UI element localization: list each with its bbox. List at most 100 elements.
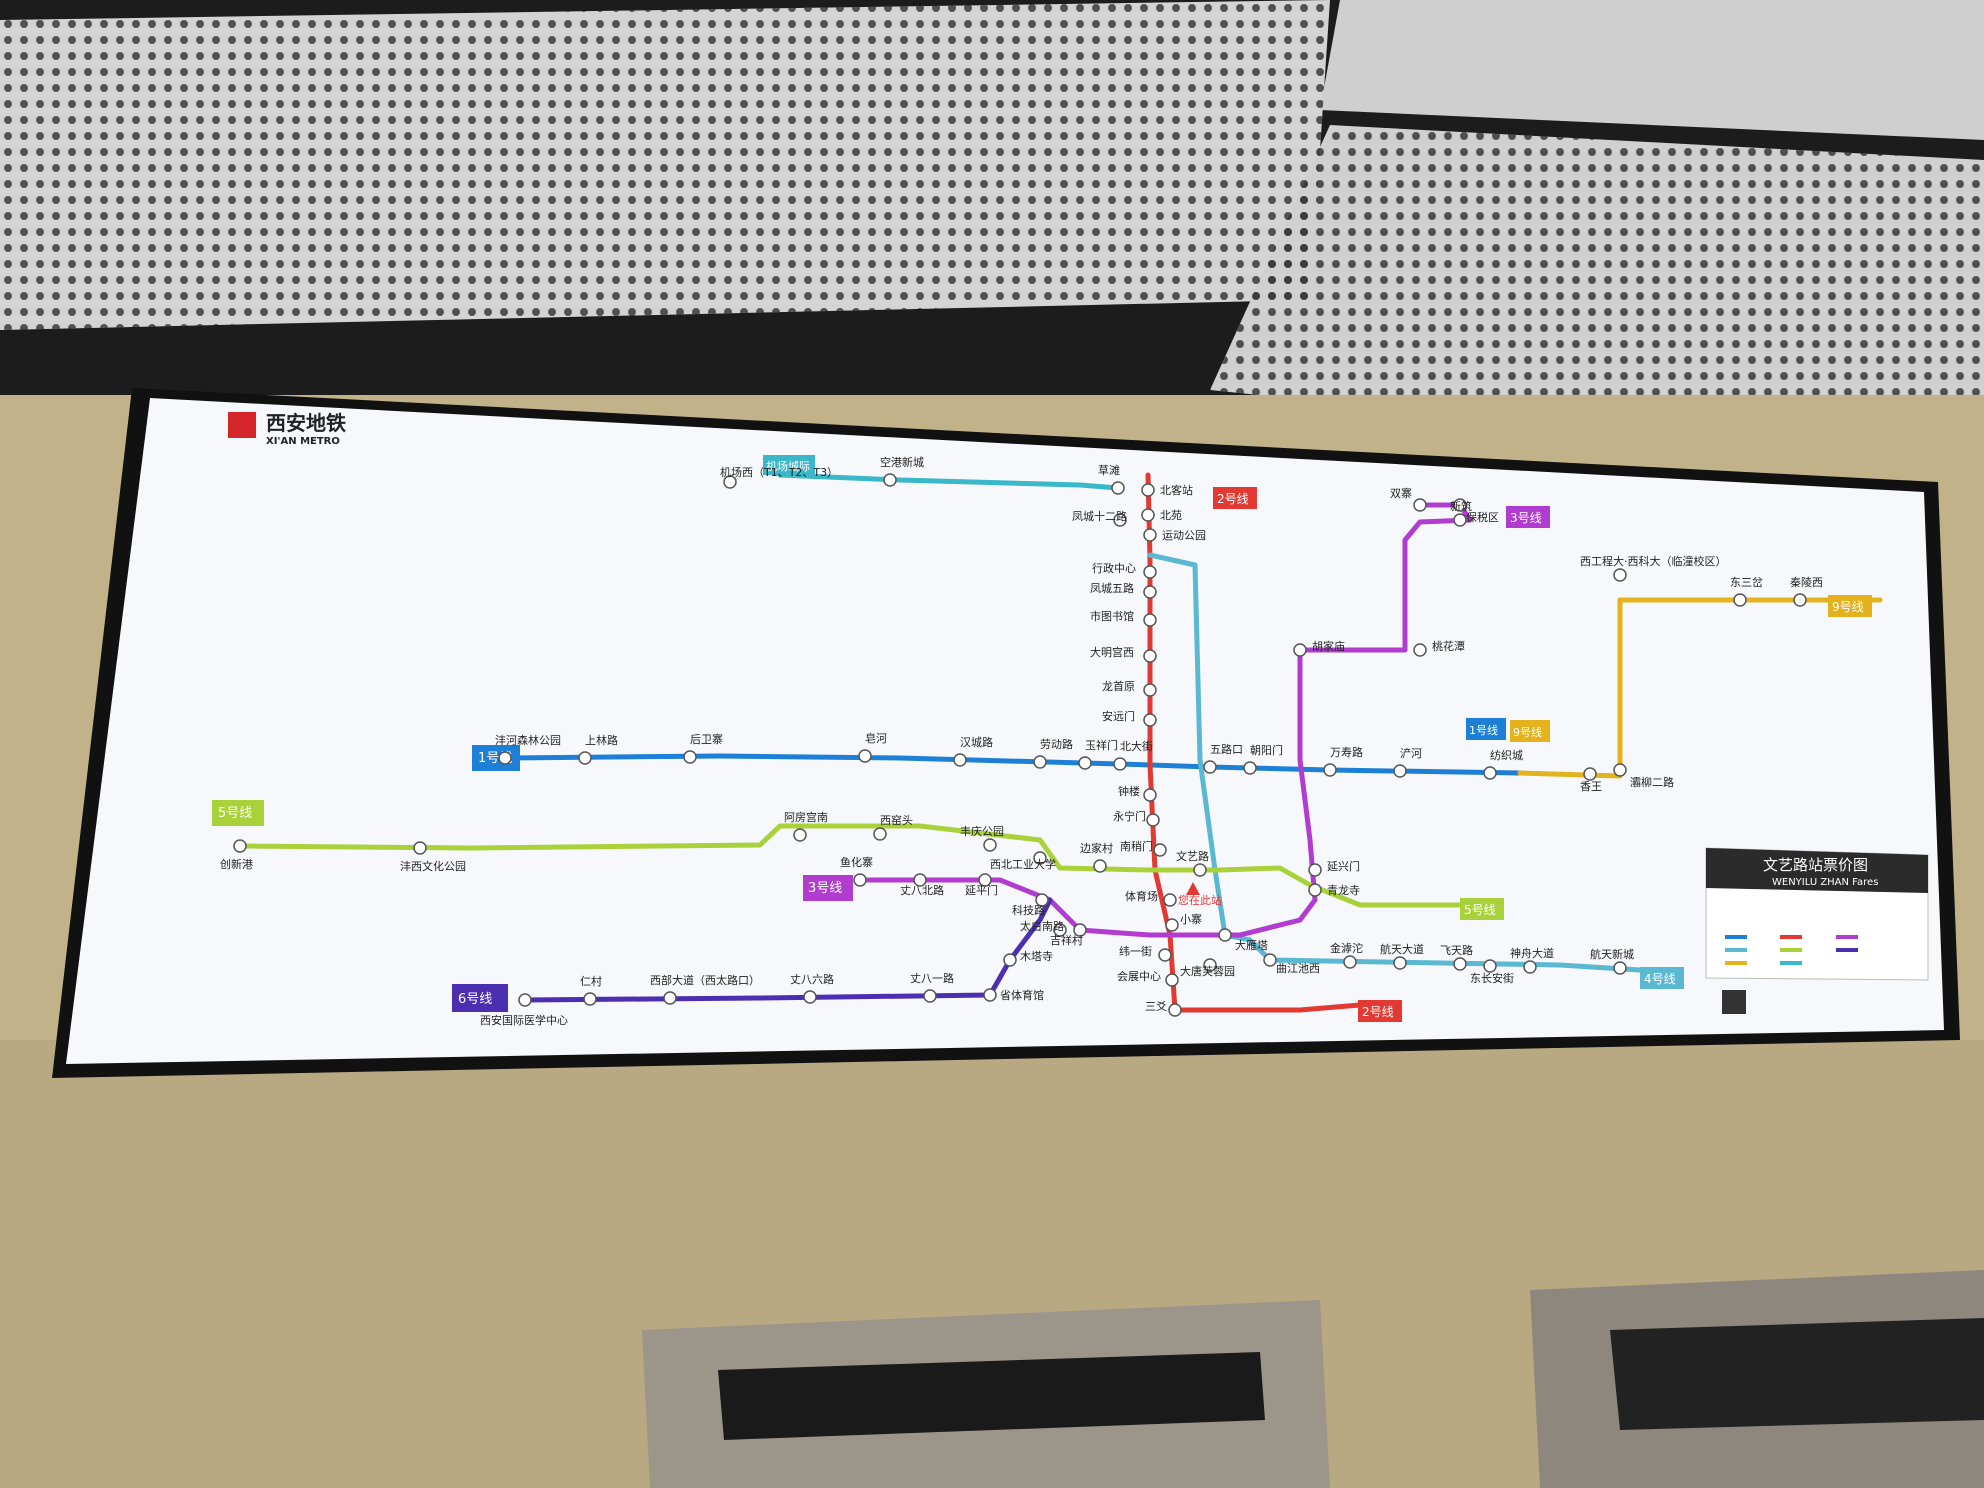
metro-logo: 西安地铁 XI'AN METRO [228, 411, 346, 447]
station-label: 市图书馆 [1090, 609, 1134, 623]
station-dot [1158, 948, 1172, 962]
station-label: 桃花潭 [1432, 639, 1465, 653]
station-label: 丰庆公园 [960, 824, 1004, 838]
station-dot [1168, 1003, 1182, 1017]
badge-line6: 6号线 [452, 984, 508, 1012]
you-are-here-arrow [1186, 882, 1200, 895]
station-label: 吉祥村 [1050, 933, 1083, 947]
badge-line5-east: 5号线 [1460, 898, 1504, 920]
station-label: 大明宫西 [1090, 645, 1134, 659]
station-label: 沣西文化公园 [400, 859, 466, 873]
station-label: 仁村 [580, 974, 602, 988]
station-dot [1053, 923, 1067, 937]
line2-south [1172, 1002, 1363, 1013]
brand-name-cn: 西安地铁 [266, 411, 346, 435]
station-dot [1393, 956, 1407, 970]
station-dot [1483, 959, 1497, 973]
station-label: 北苑 [1160, 509, 1182, 522]
brand-name-en: XI'AN METRO [266, 436, 340, 447]
station-dots [233, 473, 1807, 1017]
station-label: 航天大道 [1380, 942, 1424, 956]
station-label: 南稍门 [1120, 839, 1153, 853]
station-label: 香王 [1580, 780, 1602, 793]
station-dot [578, 751, 592, 765]
ceiling-perforation [0, 0, 1330, 330]
station-dot [233, 839, 247, 853]
station-dot [1143, 565, 1157, 579]
station-dot [1733, 593, 1747, 607]
badge-line2-south: 2号线 [1358, 1000, 1402, 1022]
station-dot [1308, 883, 1322, 897]
ticket-machine-left-screen [718, 1352, 1265, 1440]
station-labels: 沣河森林公园 上林路 后卫寨 皂河 汉城路 劳动路 玉祥门 北大街 五路口 朝阳门 万寿路 浐河 纺织城… [220, 455, 1823, 1027]
station-dot [1073, 923, 1087, 937]
badge-line9-west-text: 9号线 [1513, 725, 1542, 739]
badge-airport: 机场城际 [763, 455, 815, 475]
station-dot [858, 749, 872, 763]
station-dot [683, 750, 697, 764]
station-dot [1613, 763, 1627, 777]
station-dot [498, 751, 512, 765]
station-label: 金滹沱 [1330, 941, 1363, 955]
station-dot [1143, 528, 1157, 542]
station-label: 太白南路 [1020, 919, 1064, 933]
station-dot [803, 990, 817, 1004]
ceiling-perforation-right [1210, 125, 1984, 470]
station-dot [1613, 961, 1627, 975]
station-label: 飞天路 [1440, 944, 1473, 957]
station-label: 西北工业大学 [990, 857, 1056, 871]
badge-line1: 1号线 [472, 745, 520, 771]
station-dot [983, 838, 997, 852]
station-dot [1003, 953, 1017, 967]
station-dot [1793, 593, 1807, 607]
badge-line4-text: 4号线 [1644, 972, 1676, 986]
station-dot [1141, 483, 1155, 497]
station-dot [1323, 763, 1337, 777]
fare-panel-subtitle: WENYILU ZHAN Fares [1772, 877, 1878, 888]
station-label: 皂河 [865, 731, 887, 745]
fare-legend-swatch-1 [1725, 935, 1747, 939]
station-dot [1413, 643, 1427, 657]
station-label: 万寿路 [1330, 745, 1363, 759]
station-dot [413, 841, 427, 855]
station-label: 保税区 [1466, 510, 1499, 524]
station-label: 秦陵西 [1790, 575, 1823, 589]
badge-line2-south-text: 2号线 [1362, 1005, 1394, 1019]
station-dot [1143, 585, 1157, 599]
ticket-machine-right-screen [1610, 1318, 1984, 1430]
station-label: 青龙寺 [1327, 884, 1360, 897]
airport-line-path [777, 472, 1121, 491]
station-label: 空港新城 [880, 455, 924, 469]
you-are-here-marker: 您在此站 [1178, 882, 1222, 907]
station-dot [1165, 973, 1179, 987]
station-label: 龙首原 [1102, 679, 1135, 693]
station-label: 钟楼 [1118, 784, 1140, 798]
station-label: 体育场 [1125, 889, 1158, 903]
fare-legend-swatch-8 [1836, 948, 1858, 952]
badge-line3-west: 3号线 [803, 875, 853, 901]
station-dot [883, 473, 897, 487]
station-label: 汉城路 [960, 736, 993, 749]
fare-legend-swatch-6 [1780, 961, 1802, 965]
station-dot [1153, 843, 1167, 857]
station-dot [583, 992, 597, 1006]
station-dot [1453, 957, 1467, 971]
station-dot [1308, 863, 1322, 877]
station-label: 凤城五路 [1090, 582, 1134, 595]
station-dot [913, 873, 927, 887]
station-dot [1203, 958, 1217, 972]
station-label: 浐河 [1400, 747, 1422, 760]
station-dot [1218, 928, 1232, 942]
station-dot [1203, 760, 1217, 774]
station-dot [1146, 813, 1160, 827]
station-label: 边家村 [1080, 841, 1113, 855]
station-dot [1078, 756, 1092, 770]
station-label: 科技路 [1012, 903, 1045, 917]
station-dot [1033, 755, 1047, 769]
station-dot [1413, 498, 1427, 512]
station-dot [1163, 893, 1177, 907]
station-label: 新筑 [1450, 499, 1472, 513]
station-dot [873, 827, 887, 841]
station-label: 纺织城 [1490, 748, 1523, 762]
